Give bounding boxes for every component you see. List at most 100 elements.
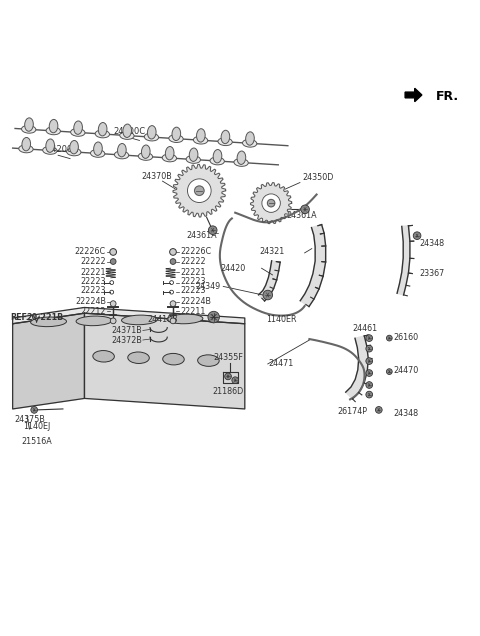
Ellipse shape — [70, 141, 78, 154]
Circle shape — [413, 232, 421, 240]
Circle shape — [366, 391, 372, 398]
Ellipse shape — [246, 132, 254, 145]
Ellipse shape — [167, 314, 203, 324]
Ellipse shape — [120, 132, 134, 139]
Polygon shape — [12, 307, 245, 324]
Circle shape — [110, 318, 116, 324]
Text: 24361A: 24361A — [186, 230, 217, 240]
Text: 24371B: 24371B — [111, 326, 142, 335]
Text: REF.: REF. — [10, 314, 29, 322]
Text: 24420: 24420 — [220, 264, 245, 273]
Circle shape — [366, 382, 372, 389]
Text: 21186D: 21186D — [213, 387, 244, 396]
Ellipse shape — [163, 354, 184, 365]
Text: 21516A: 21516A — [21, 437, 52, 446]
Ellipse shape — [46, 127, 60, 135]
Circle shape — [263, 290, 273, 300]
Circle shape — [188, 179, 211, 202]
Ellipse shape — [142, 145, 150, 158]
Text: 22226C: 22226C — [180, 247, 211, 256]
Text: 22223: 22223 — [81, 286, 106, 295]
Text: 24370B: 24370B — [142, 172, 173, 181]
Ellipse shape — [213, 149, 222, 163]
Ellipse shape — [221, 130, 230, 144]
Text: 24349: 24349 — [196, 282, 221, 291]
Circle shape — [232, 377, 239, 384]
Circle shape — [386, 335, 392, 341]
Ellipse shape — [198, 355, 219, 366]
Text: 22212: 22212 — [81, 307, 106, 316]
Polygon shape — [259, 261, 280, 301]
Circle shape — [366, 370, 372, 377]
Circle shape — [169, 249, 176, 255]
Ellipse shape — [147, 126, 156, 139]
Circle shape — [301, 205, 310, 214]
Ellipse shape — [91, 149, 105, 157]
Ellipse shape — [43, 146, 57, 155]
Polygon shape — [12, 313, 84, 409]
Circle shape — [262, 194, 280, 212]
Text: 22223: 22223 — [81, 277, 106, 286]
Text: 22224B: 22224B — [180, 297, 211, 306]
Ellipse shape — [31, 317, 67, 327]
Text: 22221: 22221 — [81, 268, 106, 277]
Text: 1140ER: 1140ER — [266, 315, 297, 324]
Ellipse shape — [114, 151, 129, 159]
Circle shape — [110, 259, 116, 265]
Text: 22226C: 22226C — [75, 247, 106, 256]
Ellipse shape — [138, 153, 153, 160]
Ellipse shape — [210, 157, 224, 165]
Circle shape — [110, 280, 114, 284]
Polygon shape — [173, 164, 226, 217]
Text: 24321: 24321 — [259, 247, 284, 256]
Ellipse shape — [76, 316, 112, 326]
Text: 22222: 22222 — [80, 257, 106, 266]
Ellipse shape — [24, 118, 33, 131]
Polygon shape — [84, 313, 245, 409]
Ellipse shape — [93, 350, 114, 362]
Text: 22224B: 22224B — [75, 297, 106, 306]
Circle shape — [170, 318, 176, 324]
Ellipse shape — [74, 121, 83, 134]
Ellipse shape — [19, 145, 33, 153]
Ellipse shape — [189, 148, 198, 162]
Polygon shape — [405, 88, 422, 102]
Text: 24471: 24471 — [269, 359, 294, 368]
Circle shape — [267, 200, 275, 207]
Ellipse shape — [162, 154, 177, 162]
Circle shape — [225, 373, 231, 380]
Circle shape — [170, 259, 176, 265]
Text: 24350D: 24350D — [302, 174, 333, 183]
Text: 23367: 23367 — [420, 270, 445, 279]
Text: 22222: 22222 — [180, 257, 206, 266]
Ellipse shape — [22, 137, 31, 151]
Text: 24348: 24348 — [393, 409, 418, 418]
Polygon shape — [300, 225, 325, 307]
Circle shape — [375, 406, 382, 413]
Text: 24372B: 24372B — [111, 336, 142, 345]
Text: 24200A: 24200A — [46, 145, 78, 154]
Text: 26160: 26160 — [393, 333, 418, 342]
Ellipse shape — [95, 130, 109, 138]
Text: 22221: 22221 — [180, 268, 205, 277]
Text: 22223: 22223 — [180, 277, 205, 286]
Ellipse shape — [123, 124, 132, 137]
Circle shape — [31, 406, 37, 413]
Text: 24100C: 24100C — [114, 127, 146, 136]
Polygon shape — [251, 183, 292, 224]
Ellipse shape — [218, 138, 232, 146]
Text: FR.: FR. — [436, 90, 459, 104]
Circle shape — [194, 186, 204, 195]
Ellipse shape — [186, 156, 201, 163]
Text: 22223: 22223 — [180, 286, 205, 295]
Circle shape — [208, 311, 219, 323]
Circle shape — [110, 249, 117, 255]
Text: 24361A: 24361A — [287, 211, 317, 219]
Ellipse shape — [46, 139, 54, 153]
Text: 22211: 22211 — [180, 307, 205, 316]
Ellipse shape — [196, 128, 205, 142]
Circle shape — [110, 301, 116, 307]
Circle shape — [366, 357, 372, 364]
Circle shape — [366, 345, 372, 352]
Text: 24375B: 24375B — [14, 415, 45, 424]
